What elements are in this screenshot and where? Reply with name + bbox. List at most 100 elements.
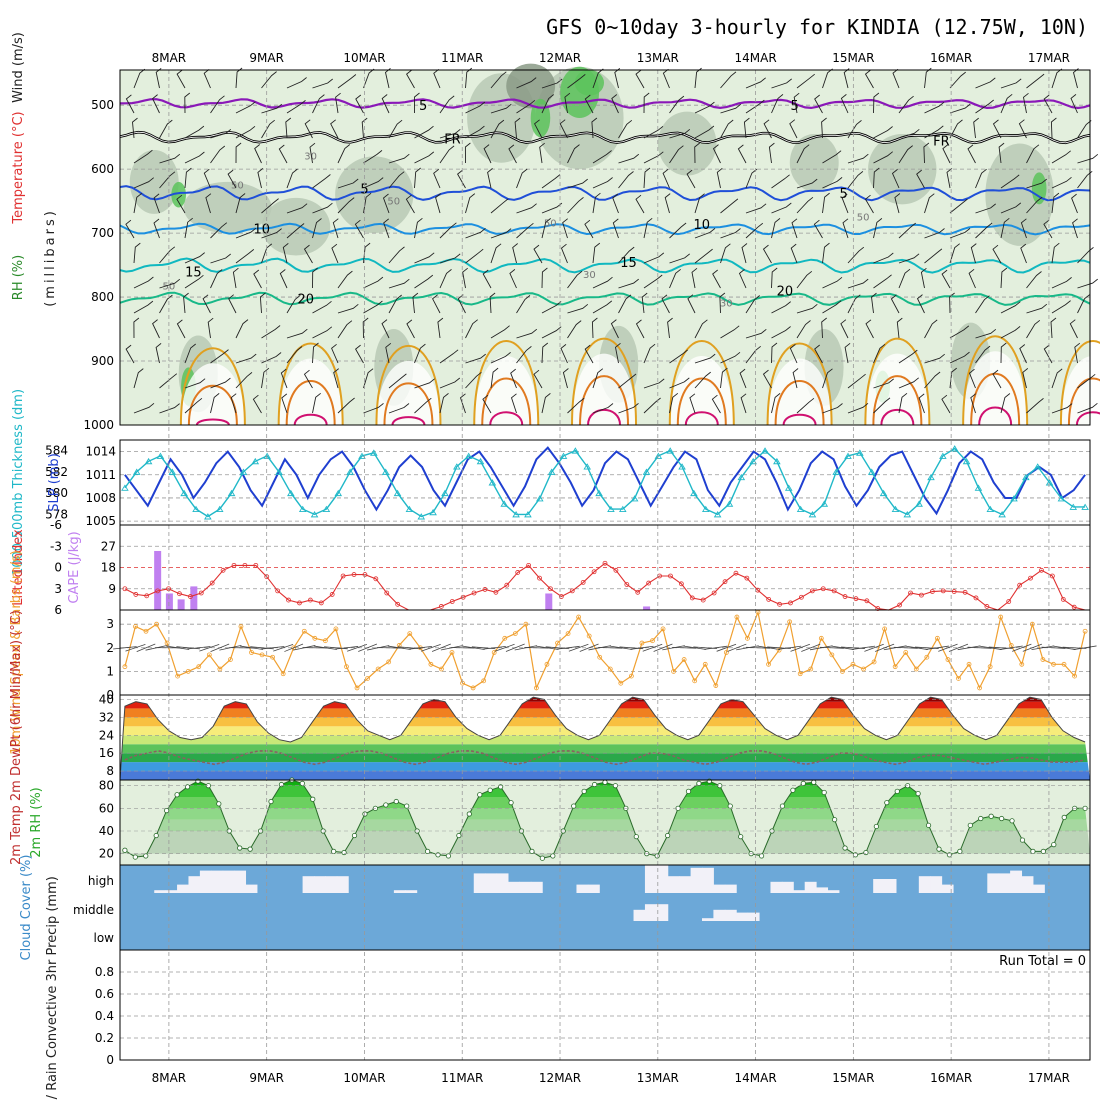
rh-point xyxy=(351,832,358,839)
wind-barb-ua xyxy=(285,117,292,139)
top-date-label-9: 17MAR xyxy=(1028,51,1070,65)
rh-point xyxy=(362,811,368,817)
wind-barb-ua xyxy=(227,169,237,189)
dome-contour-30-9 xyxy=(1067,377,1100,426)
cloud-mid-bar xyxy=(644,904,657,921)
wind-barb-ua xyxy=(689,393,696,414)
wind-barb-10m xyxy=(376,647,401,649)
wind-barb-ua xyxy=(152,94,160,114)
cloud-high-bar xyxy=(199,870,212,893)
wind-barb-10m xyxy=(967,646,992,649)
lifted-point xyxy=(744,575,750,581)
wind-barb-ua xyxy=(235,319,249,339)
wind-barb-ua xyxy=(737,144,747,164)
cloud-high-bar xyxy=(827,890,840,893)
thickness-point xyxy=(642,468,651,475)
ua-tick-label-700: 700 xyxy=(91,226,114,240)
wind-speed-point xyxy=(322,638,328,644)
wind-barb-ua xyxy=(942,144,951,164)
rh-point xyxy=(237,845,243,851)
wind-barb-ua xyxy=(949,103,971,114)
rh-tick-80: 80 xyxy=(99,779,114,793)
bottom-date-label-4: 12MAR xyxy=(539,1071,581,1085)
wind-barb-ua xyxy=(465,319,478,339)
wind-barb-ua xyxy=(414,151,435,164)
wind-barb-ua xyxy=(796,320,811,339)
lifted-point xyxy=(973,595,979,601)
cloud-high-bar xyxy=(211,870,224,893)
wind-barb-10m xyxy=(642,643,663,652)
thickness-point xyxy=(1022,473,1030,481)
thickness-point xyxy=(808,511,817,518)
wind-barb-ua xyxy=(363,150,383,164)
wind-barb-ua xyxy=(252,394,262,414)
wind-barb-ua xyxy=(720,119,734,139)
wind-barb-ua xyxy=(125,219,135,239)
wind-barb-10m xyxy=(334,646,359,650)
li-ylabel: Lifted Index xyxy=(11,529,26,606)
lifted-point xyxy=(951,589,957,594)
lifted-point xyxy=(908,590,913,596)
cloud-tick-middle: middle xyxy=(73,903,114,917)
wind-barb-ua xyxy=(560,243,568,264)
wind-barb-ua xyxy=(1000,301,1021,314)
cape-bar-0 xyxy=(154,550,162,610)
wind-barb-ua xyxy=(465,371,482,389)
lifted-point xyxy=(919,592,924,598)
wind-barb-ua xyxy=(355,94,364,114)
wind-barb-ua xyxy=(489,292,496,314)
wind-barb-ua xyxy=(612,218,619,239)
wind-barb-ua xyxy=(790,243,798,264)
ua-ylabel-wind: Wind (m/s) xyxy=(11,32,26,103)
cloud-high-bar xyxy=(496,873,509,893)
rh-point xyxy=(216,801,222,807)
cloud-high-bar xyxy=(154,890,167,893)
wind-barb-10m xyxy=(925,645,949,650)
cloud-high-bar xyxy=(1032,884,1045,893)
wind-barb-ua xyxy=(388,403,410,414)
thickness-point xyxy=(915,500,923,507)
wind-barb-ua xyxy=(873,378,894,389)
rh-point xyxy=(863,849,869,856)
wind-speed-point xyxy=(228,657,233,662)
wind-barb-ua xyxy=(694,125,715,139)
wind-speed-point xyxy=(270,654,276,660)
li-tick-2: 0 xyxy=(54,561,62,575)
wind-barb-ua xyxy=(842,218,849,239)
temp-ylabel-text: 2m Temp 2m DewPt (6hr Min/Max) (°C) xyxy=(9,610,24,865)
wind-barb-ua xyxy=(439,128,461,139)
rh-point xyxy=(1019,837,1026,843)
panel-frame-ua xyxy=(119,69,1091,426)
cape-bar-3 xyxy=(190,586,198,610)
rh-point xyxy=(404,803,410,809)
wind-barb-ua xyxy=(516,99,536,114)
rh-point xyxy=(122,847,128,853)
wind-barb-ua xyxy=(203,68,211,89)
thickness-ylabel: 1000-500mb Thickness (dm) xyxy=(11,389,26,576)
lifted-point xyxy=(646,580,652,586)
wind-barb-ua xyxy=(133,317,140,339)
wind-barb-ua xyxy=(694,193,705,214)
cloud-high-bar xyxy=(781,881,794,893)
rh-area-18 xyxy=(171,181,187,208)
rh-point xyxy=(550,853,556,859)
li-tick-4: 6 xyxy=(54,603,62,617)
wind-barb-ua xyxy=(465,353,486,364)
wind-barb-ua xyxy=(312,174,331,189)
wind-barb-ua xyxy=(516,222,534,239)
wind-barb-10m xyxy=(358,643,378,652)
wind-barb-ua xyxy=(898,128,920,139)
wind-barb-ua xyxy=(388,278,410,289)
wind-speed-point xyxy=(175,673,181,679)
wind-barb-ua xyxy=(975,168,987,189)
wind-barb-ua xyxy=(1026,398,1044,414)
wind-speed-point xyxy=(977,685,982,691)
top-date-label-6: 14MAR xyxy=(734,51,776,65)
top-date-label-3: 11MAR xyxy=(441,51,483,65)
wind-barb-ua xyxy=(259,292,266,314)
cape-ylabel-text: CAPE (J/kg) xyxy=(67,531,82,603)
wind-barb-ua xyxy=(312,202,333,214)
wind-barb-ua xyxy=(844,342,851,364)
wind-barb-ua xyxy=(924,353,945,364)
